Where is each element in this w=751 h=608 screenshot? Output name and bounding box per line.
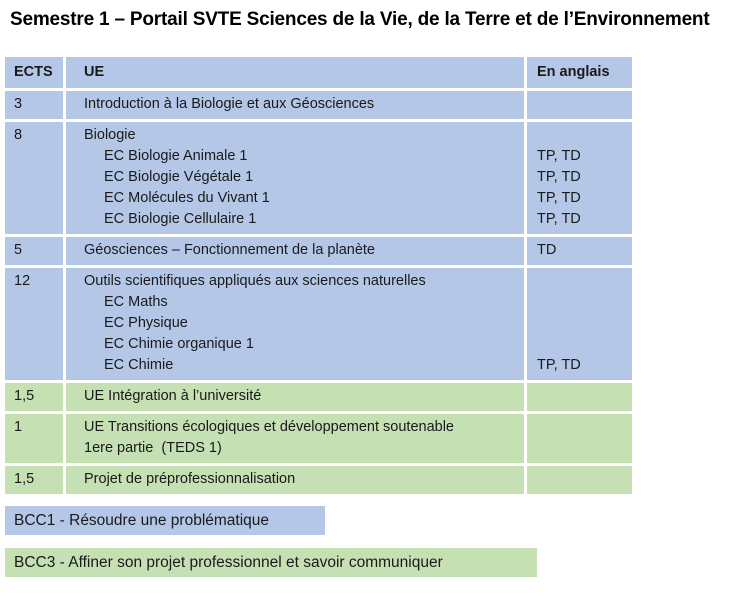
ue-line: Biologie <box>84 127 136 143</box>
ue-subline: EC Maths <box>104 294 168 310</box>
ue-line: UE Transitions écologiques et développem… <box>84 419 454 435</box>
header-ue-label: UE <box>84 64 105 80</box>
en-anglais-cell <box>527 414 632 463</box>
en-line <box>527 125 632 146</box>
ue-subline: EC Biologie Animale 1 <box>104 148 248 164</box>
ue-cell: Projet de préprofessionnalisation <box>66 466 524 494</box>
ue-line: Introduction à la Biologie et aux Géosci… <box>84 96 375 112</box>
ects-cell: 1,5 <box>5 466 63 494</box>
ects-value: 5 <box>14 242 23 258</box>
en-anglais-cell: TP, TD TP, TD TP, TD TP, TD <box>527 122 632 234</box>
ects-value: 3 <box>14 96 23 112</box>
ue-subline: EC Chimie <box>104 357 174 373</box>
en-anglais-cell <box>527 466 632 494</box>
ects-cell: 12 <box>5 268 63 380</box>
course-table: ECTS UE En anglais 3 Introduction à la B… <box>5 57 632 494</box>
header-en-anglais-label: En anglais <box>537 64 610 80</box>
ue-subline: EC Biologie Cellulaire 1 <box>104 211 257 227</box>
ects-cell: 1,5 <box>5 383 63 411</box>
ects-value: 8 <box>14 127 23 143</box>
en-line: TP, TD <box>537 357 581 373</box>
ects-cell: 1 <box>5 414 63 463</box>
en-line <box>527 94 632 115</box>
bcc3-highlight: BCC3 - Affiner son projet professionnel … <box>5 548 537 577</box>
ue-cell: UE Transitions écologiques et développem… <box>66 414 524 463</box>
ue-line: UE Intégration à l’université <box>84 388 262 404</box>
en-line <box>527 292 632 313</box>
ue-line: Outils scientifiques appliqués aux scien… <box>84 273 426 289</box>
ects-value: 1 <box>14 419 23 435</box>
ects-cell: 5 <box>5 237 63 265</box>
ue-subline: EC Biologie Végétale 1 <box>104 169 254 185</box>
en-line <box>527 417 632 438</box>
ue-cell: Outils scientifiques appliqués aux scien… <box>66 268 524 380</box>
en-anglais-cell: TD <box>527 237 632 265</box>
ue-cell: Biologie EC Biologie Animale 1 EC Biolog… <box>66 122 524 234</box>
ue-line: Géosciences – Fonctionnement de la planè… <box>84 242 375 258</box>
en-line <box>527 386 632 407</box>
en-anglais-cell: TP, TD <box>527 268 632 380</box>
ects-value: 12 <box>14 273 31 289</box>
bcc1-highlight: BCC1 - Résoudre une problématique <box>5 506 325 535</box>
en-line: TP, TD <box>537 190 581 206</box>
ue-line: Projet de préprofessionnalisation <box>84 471 296 487</box>
ue-cell: Introduction à la Biologie et aux Géosci… <box>66 91 524 119</box>
ue-subline: EC Physique <box>104 315 188 331</box>
ue-line: 1ere partie (TEDS 1) <box>84 440 222 456</box>
page-title: Semestre 1 – Portail SVTE Sciences de la… <box>10 9 710 30</box>
ects-value: 1,5 <box>14 471 35 487</box>
ects-cell: 8 <box>5 122 63 234</box>
en-line: TP, TD <box>537 169 581 185</box>
en-line <box>527 334 632 355</box>
header-ue: UE <box>66 57 524 88</box>
en-line: TD <box>537 242 557 258</box>
en-anglais-cell <box>527 383 632 411</box>
en-anglais-cell <box>527 91 632 119</box>
header-en-anglais: En anglais <box>527 57 632 88</box>
ue-subline: EC Chimie organique 1 <box>104 336 254 352</box>
en-line: TP, TD <box>537 211 581 227</box>
ects-cell: 3 <box>5 91 63 119</box>
en-line <box>527 469 632 490</box>
ue-subline: EC Molécules du Vivant 1 <box>104 190 270 206</box>
page: Semestre 1 – Portail SVTE Sciences de la… <box>0 8 751 577</box>
en-line <box>527 271 632 292</box>
ue-cell: UE Intégration à l’université <box>66 383 524 411</box>
en-line: TP, TD <box>537 148 581 164</box>
en-line <box>527 313 632 334</box>
header-ects-label: ECTS <box>14 64 53 80</box>
ue-cell: Géosciences – Fonctionnement de la planè… <box>66 237 524 265</box>
header-ects: ECTS <box>5 57 63 88</box>
ects-value: 1,5 <box>14 388 35 404</box>
